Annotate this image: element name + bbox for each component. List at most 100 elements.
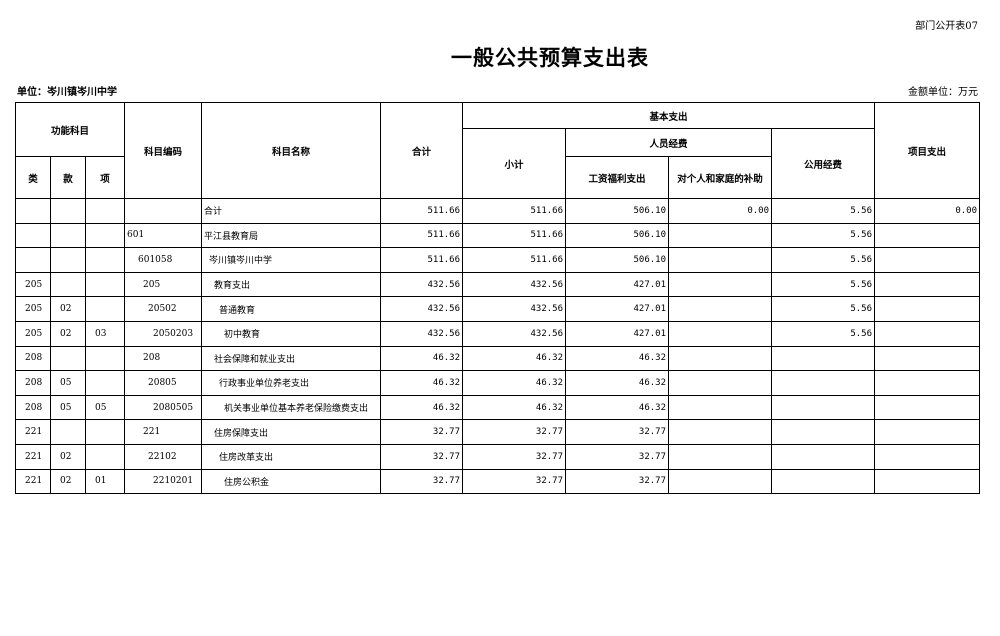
- cell-subtotal: 46.32: [462, 370, 566, 396]
- cell-code: 20805: [124, 370, 202, 396]
- cell-public: 5.56: [771, 320, 875, 347]
- header-subsidy: 对个人和家庭的补助: [668, 156, 772, 199]
- cell-code: 601058: [124, 247, 202, 273]
- cell-xiang: [85, 296, 125, 322]
- cell-lei: 205: [15, 296, 51, 322]
- cell-code: 601: [124, 222, 202, 249]
- cell-code: 2050203: [124, 320, 202, 347]
- cell-code: 2080505: [124, 394, 202, 421]
- cell-code: 22102: [124, 443, 202, 470]
- header-subtotal: 小计: [462, 128, 566, 199]
- cell-total: 46.32: [380, 345, 463, 372]
- cell-name: 住房公积金: [201, 468, 381, 495]
- cell-public: 5.56: [771, 198, 875, 224]
- cell-code: 221: [124, 419, 202, 445]
- cell-subtotal: 32.77: [462, 419, 566, 445]
- header-project: 项目支出: [874, 102, 980, 199]
- cell-lei: 221: [15, 419, 51, 445]
- cell-project: [874, 296, 980, 322]
- cell-public: [771, 394, 875, 421]
- cell-xiang: 05: [85, 394, 125, 421]
- cell-wages: 427.01: [565, 296, 669, 322]
- cell-public: 5.56: [771, 222, 875, 249]
- cell-public: [771, 468, 875, 495]
- unit-label: 单位：岑川镇岑川中学: [17, 87, 117, 98]
- cell-subtotal: 46.32: [462, 345, 566, 372]
- cell-code: [124, 198, 202, 224]
- cell-lei: 208: [15, 370, 51, 396]
- cell-kuan: [50, 345, 86, 372]
- cell-subtotal: 432.56: [462, 271, 566, 298]
- cell-total: 32.77: [380, 419, 463, 445]
- cell-public: 5.56: [771, 271, 875, 298]
- header-name: 科目名称: [201, 102, 381, 199]
- cell-subtotal: 511.66: [462, 222, 566, 249]
- cell-name: 机关事业单位基本养老保险缴费支出: [201, 394, 381, 421]
- header-xiang: 项: [85, 156, 125, 199]
- header-wages: 工资福利支出: [565, 156, 669, 199]
- cell-wages: 32.77: [565, 443, 669, 470]
- table-row: 221 02 01 2210201 住房公积金 32.77 32.77 32.77: [15, 468, 980, 495]
- cell-xiang: [85, 345, 125, 372]
- cell-total: 432.56: [380, 320, 463, 347]
- table-row: 601058 岑川镇岑川中学 511.66 511.66 506.10 5.56: [15, 247, 980, 273]
- cell-total: 511.66: [380, 222, 463, 249]
- cell-lei: [15, 222, 51, 249]
- cell-lei: 221: [15, 443, 51, 470]
- cell-subtotal: 432.56: [462, 320, 566, 347]
- cell-kuan: 05: [50, 394, 86, 421]
- cell-subsidy: 0.00: [668, 198, 772, 224]
- cell-kuan: 05: [50, 370, 86, 396]
- page-title: 一般公共预算支出表: [451, 46, 649, 70]
- table-row: 合计 511.66 511.66 506.10 0.00 5.56 0.00: [15, 198, 980, 224]
- cell-wages: 427.01: [565, 320, 669, 347]
- cell-xiang: 01: [85, 468, 125, 495]
- cell-public: [771, 345, 875, 372]
- cell-name: 社会保障和就业支出: [201, 345, 381, 372]
- cell-project: [874, 320, 980, 347]
- header-func-subject: 功能科目: [15, 102, 125, 157]
- cell-wages: 32.77: [565, 468, 669, 495]
- cell-project: [874, 468, 980, 495]
- table-row: 208 208 社会保障和就业支出 46.32 46.32 46.32: [15, 345, 980, 372]
- cell-code: 2210201: [124, 468, 202, 495]
- cell-project: [874, 271, 980, 298]
- cell-kuan: [50, 419, 86, 445]
- cell-name: 住房改革支出: [201, 443, 381, 470]
- cell-xiang: [85, 271, 125, 298]
- cell-xiang: [85, 443, 125, 470]
- header-basic: 基本支出: [462, 102, 875, 129]
- cell-total: 432.56: [380, 296, 463, 322]
- form-number: 部门公开表07: [915, 21, 978, 32]
- header-public: 公用经费: [771, 128, 875, 199]
- cell-subtotal: 511.66: [462, 198, 566, 224]
- header-kuan: 款: [50, 156, 86, 199]
- cell-wages: 506.10: [565, 198, 669, 224]
- cell-subsidy: [668, 394, 772, 421]
- cell-wages: 506.10: [565, 247, 669, 273]
- cell-lei: [15, 198, 51, 224]
- cell-subtotal: 511.66: [462, 247, 566, 273]
- cell-project: 0.00: [874, 198, 980, 224]
- cell-lei: 205: [15, 271, 51, 298]
- cell-code: 205: [124, 271, 202, 298]
- cell-xiang: [85, 198, 125, 224]
- cell-subsidy: [668, 320, 772, 347]
- table-row: 205 02 03 2050203 初中教育 432.56 432.56 427.01 5.56: [15, 320, 980, 347]
- cell-subtotal: 32.77: [462, 468, 566, 495]
- header-code: 科目编码: [124, 102, 202, 199]
- cell-project: [874, 247, 980, 273]
- cell-xiang: 03: [85, 320, 125, 347]
- cell-kuan: [50, 271, 86, 298]
- table-row: 208 05 05 2080505 机关事业单位基本养老保险缴费支出 46.32 46.32…: [15, 394, 980, 421]
- cell-name: 岑川镇岑川中学: [201, 247, 381, 273]
- cell-subsidy: [668, 370, 772, 396]
- cell-total: 32.77: [380, 443, 463, 470]
- cell-project: [874, 345, 980, 372]
- cell-wages: 506.10: [565, 222, 669, 249]
- cell-subsidy: [668, 271, 772, 298]
- cell-code: 208: [124, 345, 202, 372]
- cell-kuan: [50, 247, 86, 273]
- cell-name: 初中教育: [201, 320, 381, 347]
- cell-wages: 427.01: [565, 271, 669, 298]
